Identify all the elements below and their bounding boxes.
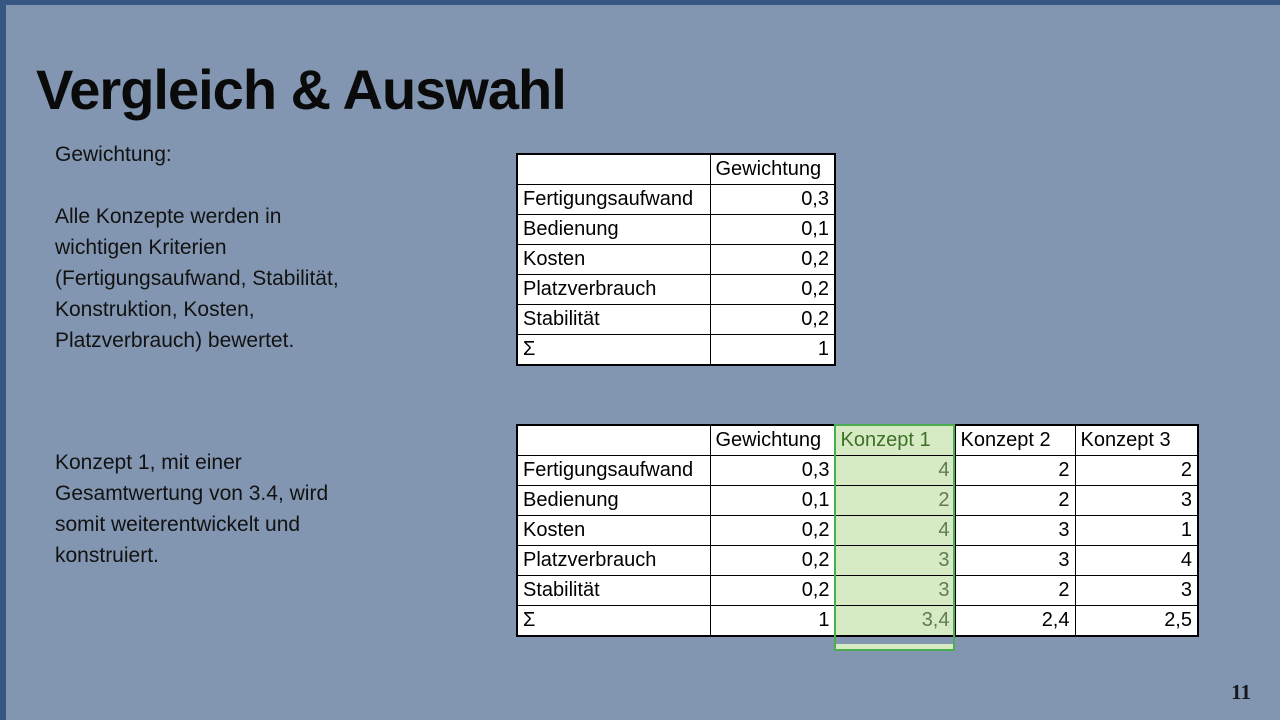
table-row: Σ 1 3,4 2,4 2,5: [516, 605, 1199, 637]
row-label-cell: Platzverbrauch: [516, 274, 711, 305]
row-label-cell: Σ: [516, 605, 711, 637]
table-cell: 2: [954, 575, 1076, 606]
table-cell: 1: [709, 605, 836, 637]
table-cell: 3: [1074, 485, 1199, 516]
table-row: Fertigungsaufwand 0,3: [516, 184, 836, 215]
table-cell: 0,3: [709, 184, 836, 215]
table-cell: 2: [834, 485, 956, 516]
column-header: [516, 424, 711, 456]
table-cell: 2,5: [1074, 605, 1199, 637]
table-cell: 0,1: [709, 485, 836, 516]
row-label-cell: Kosten: [516, 515, 711, 546]
column-header: Gewichtung: [709, 153, 836, 185]
row-label-cell: Kosten: [516, 244, 711, 275]
weight-table-container: Gewichtung Fertigungsaufwand 0,3 Bedienung 0…: [516, 153, 836, 366]
weighting-text: Gewichtung: Alle Konzepte werden in wich…: [55, 143, 339, 352]
table-row: Platzverbrauch 0,2 3 3 4: [516, 545, 1199, 576]
table-cell: 2: [954, 485, 1076, 516]
column-header: Gewichtung: [709, 424, 836, 456]
table-row: Stabilität 0,2: [516, 304, 836, 335]
table-cell: 0,3: [709, 455, 836, 486]
page-title: Vergleich & Auswahl: [36, 57, 567, 121]
weight-table: Gewichtung Fertigungsaufwand 0,3 Bedienung 0…: [516, 153, 836, 366]
conclusion-text: Konzept 1, mit einer Gesamtwertung von 3…: [55, 451, 329, 567]
table-cell: 3: [834, 545, 956, 576]
table-row: Platzverbrauch 0,2: [516, 274, 836, 305]
table-cell: 2,4: [954, 605, 1076, 637]
column-header: Konzept 3: [1074, 424, 1199, 456]
comparison-table: Gewichtung Konzept 1 Konzept 2 Konzept 3 Fer…: [516, 424, 1199, 637]
table-row: Bedienung 0,1: [516, 214, 836, 245]
row-label-cell: Stabilität: [516, 575, 711, 606]
accent-left-bar: [0, 0, 6, 720]
column-header: Konzept 2: [954, 424, 1076, 456]
table-cell: 0,2: [709, 274, 836, 305]
table-cell: 3: [834, 575, 956, 606]
row-label-cell: Platzverbrauch: [516, 545, 711, 576]
table-row: Kosten 0,2 4 3 1: [516, 515, 1199, 546]
row-label-cell: Bedienung: [516, 214, 711, 245]
table-cell: 3: [954, 515, 1076, 546]
table-cell: 4: [834, 515, 956, 546]
table-cell: 3: [954, 545, 1076, 576]
table-row: Kosten 0,2: [516, 244, 836, 275]
row-label-cell: Fertigungsaufwand: [516, 455, 711, 486]
comparison-table-container: Gewichtung Konzept 1 Konzept 2 Konzept 3 Fer…: [516, 424, 1199, 651]
table-cell: 3,4: [834, 605, 956, 637]
column-header: [516, 153, 711, 185]
accent-top-bar: [0, 0, 1280, 5]
table-cell: 0,2: [709, 545, 836, 576]
table-cell: 2: [954, 455, 1076, 486]
row-label-cell: Stabilität: [516, 304, 711, 335]
table-cell: 0,2: [709, 515, 836, 546]
row-label-cell: Bedienung: [516, 485, 711, 516]
table-cell: 0,2: [709, 244, 836, 275]
table-cell: 0,2: [709, 304, 836, 335]
table-cell: 0,1: [709, 214, 836, 245]
table-row: Fertigungsaufwand 0,3 4 2 2: [516, 455, 1199, 486]
table-cell: 0,2: [709, 575, 836, 606]
table-row: Bedienung 0,1 2 2 3: [516, 485, 1199, 516]
row-label-cell: Fertigungsaufwand: [516, 184, 711, 215]
table-cell: 1: [1074, 515, 1199, 546]
table-cell: 4: [834, 455, 956, 486]
table-cell: 1: [709, 334, 836, 366]
table-cell: 2: [1074, 455, 1199, 486]
page-number: 11: [1231, 680, 1251, 704]
row-label-cell: Σ: [516, 334, 711, 366]
table-cell: 4: [1074, 545, 1199, 576]
highlight-column-extension: [836, 644, 953, 649]
table-row: Stabilität 0,2 3 2 3: [516, 575, 1199, 606]
column-header: Konzept 1: [834, 424, 956, 456]
table-cell: 3: [1074, 575, 1199, 606]
